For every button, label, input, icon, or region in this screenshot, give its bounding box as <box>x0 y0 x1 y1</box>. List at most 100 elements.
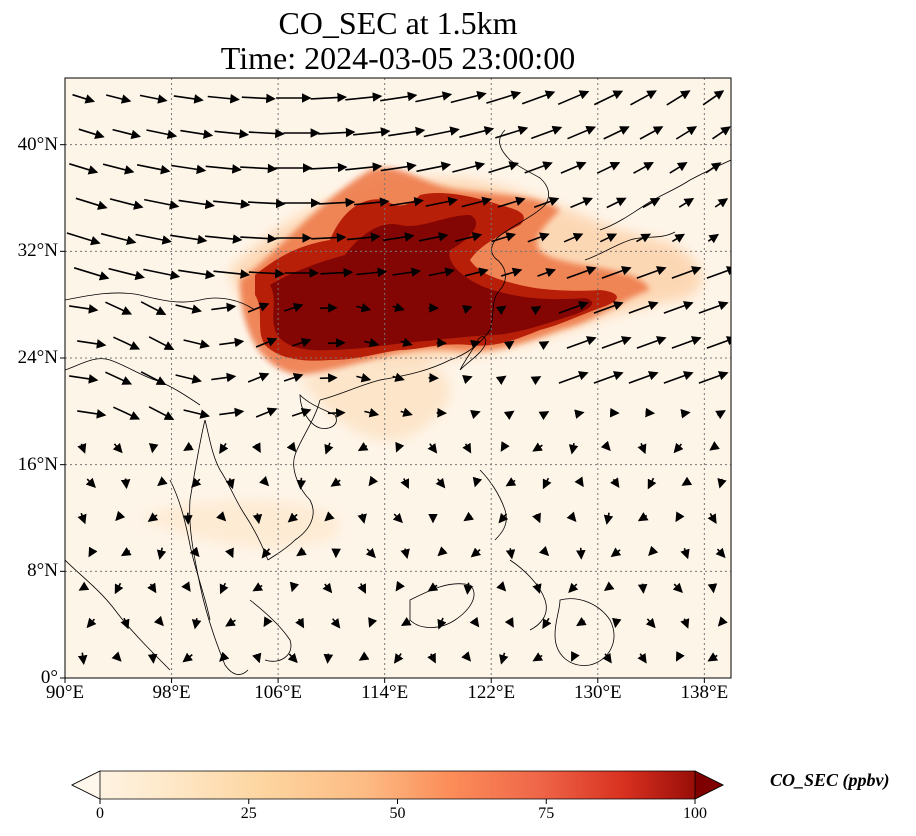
wind-arrow <box>225 547 234 559</box>
wind-arrow <box>291 338 312 348</box>
wind-arrow <box>364 338 380 348</box>
wind-arrow <box>109 198 144 210</box>
wind-arrow <box>400 548 410 559</box>
wind-arrow <box>287 512 299 523</box>
wind-arrow <box>289 581 300 593</box>
wind-arrow <box>105 371 133 385</box>
wind-arrow <box>183 339 210 349</box>
wind-arrow <box>392 267 422 277</box>
lon-tick-label: 138°E <box>680 682 729 703</box>
wind-arrow <box>538 411 550 421</box>
colorbar-tickmarks <box>99 799 696 804</box>
wind-arrow <box>574 409 585 419</box>
wind-arrow <box>566 336 597 349</box>
wind-arrow <box>143 268 181 280</box>
wind-arrow <box>345 92 383 102</box>
wind-arrow <box>259 475 270 487</box>
wind-arrow <box>175 304 202 314</box>
wind-arrow <box>570 197 593 209</box>
wind-arrow <box>146 129 178 140</box>
wind-arrow <box>450 90 487 104</box>
wind-arrow <box>558 301 589 314</box>
lon-tick-label: 98°E <box>152 682 191 703</box>
lat-tick-label: 32°N <box>17 240 58 262</box>
wind-arrow <box>427 443 438 454</box>
wind-arrow <box>113 406 141 420</box>
wind-arrow <box>599 233 618 243</box>
wind-arrow <box>636 266 667 279</box>
wind-arrow <box>153 615 164 627</box>
wind-arrow <box>486 90 522 104</box>
wind-arrow <box>252 513 263 525</box>
wind-arrow <box>135 233 172 245</box>
wind-arrow <box>707 512 717 524</box>
wind-arrow <box>567 125 596 140</box>
wind-arrow <box>356 373 372 383</box>
wind-arrow <box>463 511 475 522</box>
wind-arrow <box>320 267 354 278</box>
wind-arrow <box>157 476 168 487</box>
wind-vectors <box>66 90 731 665</box>
wind-arrow <box>183 409 210 419</box>
wind-arrow <box>86 617 97 629</box>
wind-arrow <box>216 511 227 522</box>
map-frame <box>64 77 732 679</box>
wind-arrow <box>170 234 208 245</box>
wind-arrow <box>283 303 304 313</box>
wind-arrow <box>628 301 659 314</box>
wind-arrow <box>496 581 507 592</box>
wind-arrow <box>324 442 334 455</box>
wind-arrow <box>148 443 159 454</box>
colorbar-gradient <box>71 770 724 800</box>
wind-arrow <box>219 442 229 454</box>
wind-arrow <box>69 163 99 175</box>
wind-arrow <box>114 582 124 595</box>
wind-arrow <box>717 478 727 489</box>
wind-arrow <box>400 616 412 627</box>
wind-arrow <box>346 232 381 242</box>
wind-arrow <box>73 267 110 281</box>
wind-arrow <box>576 547 586 560</box>
wind-arrow <box>287 652 298 664</box>
wind-arrow <box>530 376 542 386</box>
wind-arrow <box>69 374 99 384</box>
wind-arrow <box>106 94 132 104</box>
wind-arrow <box>120 546 132 557</box>
wind-arrow <box>392 372 405 382</box>
wind-arrow <box>593 301 624 314</box>
wind-arrow <box>715 410 726 420</box>
wind-arrow <box>252 582 264 592</box>
wind-arrow <box>663 371 694 384</box>
gridlines <box>65 78 731 678</box>
wind-arrow <box>148 336 175 350</box>
wind-arrow <box>240 233 278 244</box>
wind-arrow <box>380 91 418 102</box>
wind-arrow <box>395 441 405 453</box>
colorbar-extend-min <box>71 770 101 800</box>
wind-arrow <box>532 583 542 594</box>
wind-arrow <box>505 548 516 560</box>
wind-arrow <box>495 375 507 385</box>
wind-arrow <box>72 93 96 104</box>
wind-arrow <box>498 512 509 524</box>
wind-arrow <box>318 197 356 208</box>
wind-arrow <box>418 232 449 242</box>
coastline-segment <box>65 358 201 406</box>
wind-arrow <box>461 196 492 208</box>
colorbar-label: CO_SEC (ppbv) <box>770 770 890 790</box>
wind-arrow <box>191 477 202 488</box>
wind-arrow <box>182 652 193 663</box>
wind-arrow <box>263 616 273 628</box>
wind-arrow <box>427 652 436 664</box>
wind-arrow <box>77 512 87 525</box>
wind-arrow <box>462 442 472 454</box>
wind-arrow <box>600 440 611 452</box>
wind-arrow <box>255 337 278 348</box>
wind-arrow <box>495 125 529 139</box>
colorbar-tick-label: 0 <box>96 805 104 822</box>
wind-arrow <box>368 617 378 628</box>
wind-arrow <box>717 616 728 627</box>
wind-arrow <box>108 267 145 281</box>
wind-arrow <box>524 161 553 174</box>
coastline-segment <box>319 204 546 401</box>
